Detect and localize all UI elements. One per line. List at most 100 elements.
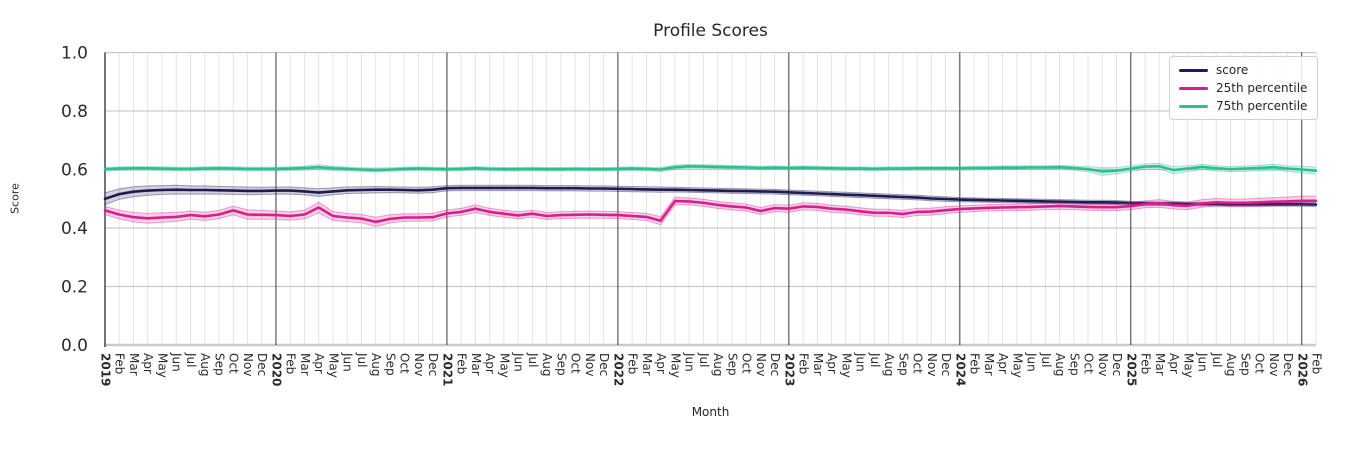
score-line-swatch — [1179, 68, 1208, 72]
x-tick-label-month: Aug — [1053, 353, 1067, 376]
x-tick-label-month: Apr — [654, 353, 668, 374]
x-tick-label-month: May — [327, 353, 341, 378]
x-tick-label-year: 2023 — [782, 353, 796, 386]
x-tick-label-year: 2025 — [1124, 353, 1138, 386]
series-band-75th-percentile — [105, 163, 1316, 176]
x-tick-label-month: Feb — [797, 353, 811, 374]
y-axis-title: Score — [8, 183, 22, 214]
x-tick-label-month: Mar — [127, 353, 141, 376]
p75-line-swatch — [1179, 104, 1208, 108]
x-tick-label-month: Sep — [1067, 353, 1081, 376]
series-line-75th-percentile — [103, 165, 1318, 173]
x-tick-label-month: Dec — [597, 353, 611, 376]
x-tick-label-month: Jul — [1039, 352, 1053, 367]
legend: score 25th percentile 75th percentile — [1169, 56, 1319, 120]
x-tick-label-year: 2019 — [99, 353, 113, 386]
chart-title: Profile Scores — [653, 21, 768, 41]
x-tick-label-month: Mar — [469, 353, 483, 376]
x-tick-label-month: Apr — [312, 353, 326, 374]
x-tick-label-month: Mar — [982, 353, 996, 376]
x-tick-label-year: 2021 — [440, 353, 454, 386]
x-tick-label-month: Jul — [1210, 352, 1224, 367]
x-tick-label-month: Jul — [868, 352, 882, 367]
x-tick-label-month: Aug — [711, 353, 725, 376]
x-tick-label-month: Feb — [455, 353, 469, 374]
legend-label-75th-percentile: 75th percentile — [1216, 99, 1308, 113]
x-tick-label-month: Nov — [925, 353, 939, 376]
x-tick-label-month: Jun — [683, 352, 697, 372]
p25-line-swatch — [1179, 86, 1208, 90]
legend-label-25th-percentile: 25th percentile — [1216, 81, 1308, 95]
x-tick-label-month: Aug — [198, 353, 212, 376]
x-tick-label-month: Mar — [811, 353, 825, 376]
x-tick-label-month: Feb — [113, 353, 127, 374]
y-tick-label: 1.0 — [61, 44, 88, 64]
series-band-edge-25th-percentile — [104, 195, 1316, 218]
x-tick-label-month: Oct — [911, 353, 925, 374]
x-tick-label-month: Jul — [697, 352, 711, 367]
x-tick-label-month: Mar — [640, 353, 654, 376]
x-tick-label-month: Apr — [483, 353, 497, 374]
x-tick-label-month: Oct — [740, 353, 754, 374]
x-tick-label-month: Feb — [626, 353, 640, 374]
x-tick-label-month: Dec — [255, 353, 269, 376]
x-tick-label-month: Sep — [896, 353, 910, 376]
x-tick-label-month: Jun — [1196, 352, 1210, 372]
x-tick-label-month: Feb — [284, 353, 298, 374]
legend-label-score: score — [1216, 63, 1249, 77]
x-tick-label-month: Apr — [141, 353, 155, 374]
x-tick-label-year: 2024 — [953, 353, 967, 386]
x-tick-label-month: Nov — [241, 353, 255, 376]
series-band-25th-percentile — [105, 196, 1316, 227]
y-tick-labels: 0.0 0.2 0.4 0.6 0.8 1.0 — [61, 44, 88, 357]
x-tick-label-month: Oct — [1253, 353, 1267, 374]
x-tick-label-month: Sep — [383, 353, 397, 376]
y-gridlines — [105, 51, 1316, 347]
x-tick-label-month: Jun — [854, 352, 868, 372]
series-band-edge-score — [104, 190, 1317, 207]
x-tick-label-month: Apr — [825, 353, 839, 374]
x-tick-label-month: Apr — [1167, 353, 1181, 374]
x-tick-label-month: May — [1010, 353, 1024, 378]
x-tick-labels: 2019 Feb Mar Apr May Jun Jul Aug Sep Oct Nov Dec 202… — [99, 352, 1324, 386]
x-tick-label-month: Nov — [1096, 353, 1110, 376]
x-tick-label-year: 2022 — [611, 353, 625, 386]
y-tick-label: 0.8 — [61, 102, 88, 122]
x-tick-label-month: Oct — [1082, 353, 1096, 374]
x-tick-label-month: May — [839, 353, 853, 378]
x-tick-label-year: 2026 — [1295, 353, 1309, 386]
x-tick-label-month: Aug — [1224, 353, 1238, 376]
year-gridlines — [275, 52, 1303, 345]
x-tick-label-month: May — [156, 353, 170, 378]
x-tick-label-month: Mar — [1153, 353, 1167, 376]
x-tick-label-year: 2020 — [270, 353, 284, 386]
x-tick-label-month: Sep — [554, 353, 568, 376]
month-gridlines — [118, 52, 1317, 345]
x-tick-label-month: Nov — [754, 353, 768, 376]
legend-item-25th-percentile: 25th percentile — [1179, 81, 1307, 95]
x-tick-label-month: Nov — [583, 353, 597, 376]
x-tick-label-month: Jun — [341, 352, 355, 372]
x-tick-label-month: Sep — [1238, 353, 1252, 376]
x-tick-label-month: Dec — [768, 353, 782, 376]
series-band-edge-25th-percentile — [104, 204, 1316, 227]
x-tick-label-month: Feb — [1139, 353, 1153, 374]
x-tick-label-month: Aug — [882, 353, 896, 376]
y-tick-label: 0.4 — [61, 219, 88, 239]
x-tick-label-month: Mar — [298, 353, 312, 376]
x-tick-label-month: Sep — [725, 353, 739, 376]
x-tick-label-month: Feb — [1310, 353, 1324, 374]
x-tick-label-month: Jun — [512, 352, 526, 372]
x-tick-label-month: Dec — [1281, 353, 1295, 376]
series-line-score — [103, 186, 1318, 206]
x-tick-label-month: Aug — [540, 353, 554, 376]
series-band-edge-score — [104, 184, 1317, 204]
legend-item-75th-percentile: 75th percentile — [1179, 99, 1307, 113]
x-tick-label-month: Jun — [170, 352, 184, 372]
x-axis-title: Month — [691, 405, 730, 419]
x-tick-label-month: Dec — [1110, 353, 1124, 376]
x-tick-label-month: Dec — [939, 353, 953, 376]
legend-item-score: score — [1179, 63, 1307, 77]
